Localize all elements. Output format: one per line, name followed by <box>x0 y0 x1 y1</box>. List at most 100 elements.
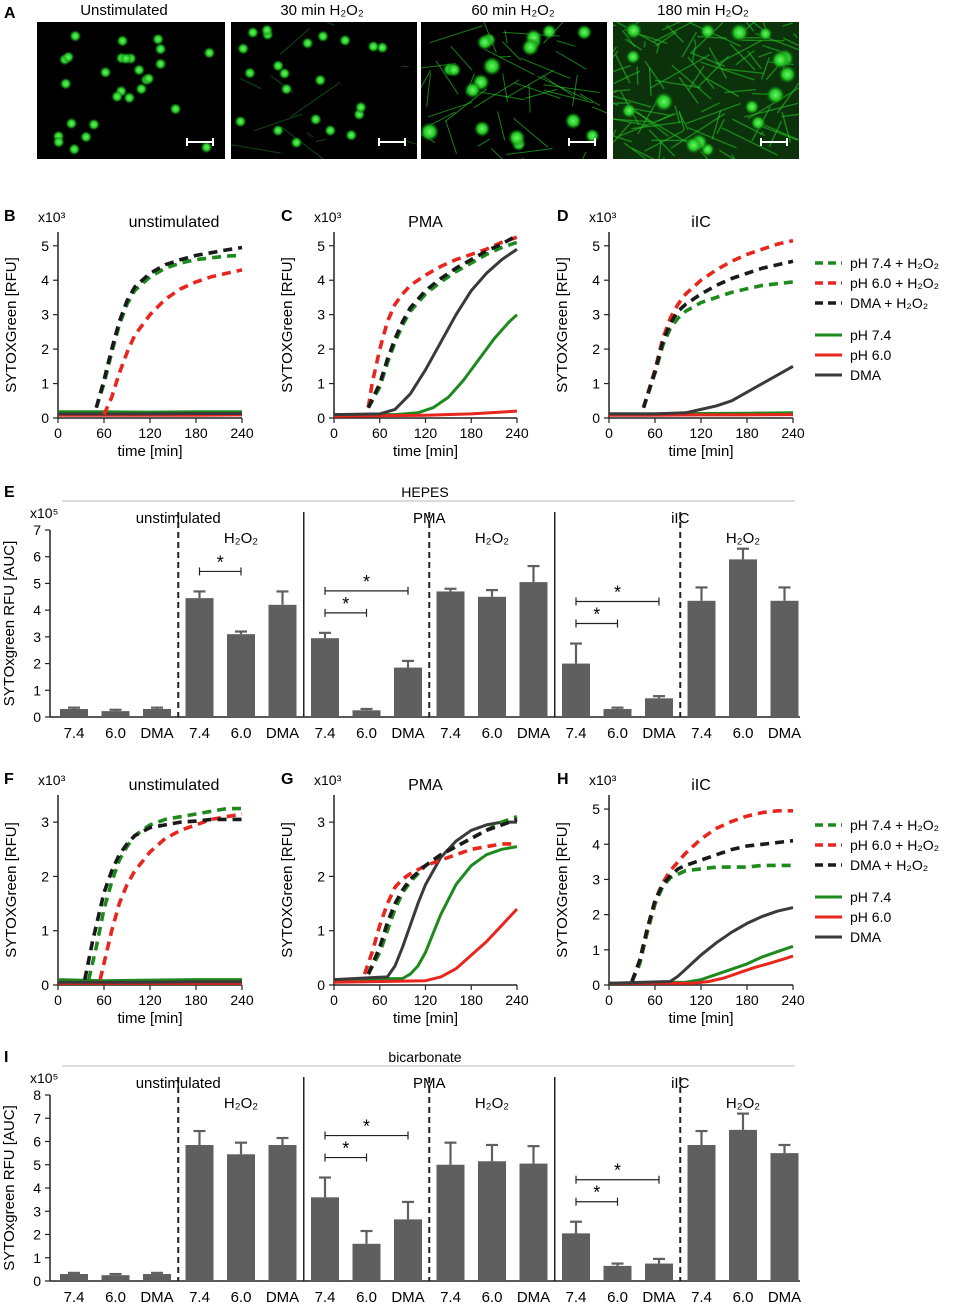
net-fiber <box>490 148 503 159</box>
bar <box>603 1265 632 1281</box>
net-fiber <box>613 64 632 73</box>
y-tick-label: 1 <box>41 376 49 392</box>
bar <box>436 1164 465 1281</box>
net-fiber <box>435 60 459 95</box>
net-fiber <box>783 37 799 47</box>
bar <box>185 1144 214 1281</box>
net-fiber <box>623 142 647 159</box>
net-fiber <box>556 40 576 47</box>
cell <box>521 38 540 57</box>
net-fiber <box>760 56 771 80</box>
legend-2: pH 7.4 + H₂O₂ pH 6.0 + H₂O₂ DMA + H₂O₂ pH 7… <box>815 817 939 945</box>
series-line-ph-6-0-h-o- <box>98 812 243 981</box>
net-fiber <box>720 67 765 75</box>
x-tick-label: 240 <box>230 992 254 1008</box>
net-fiber <box>691 46 696 63</box>
net-fiber <box>513 117 549 148</box>
net-fiber <box>687 56 715 90</box>
x-tick-label: 60 <box>372 425 388 441</box>
x-category-label: 6.0 <box>231 1289 252 1306</box>
y-tick-label: 1 <box>317 376 325 392</box>
x-category-label: 6.0 <box>607 725 628 742</box>
net-fiber <box>315 138 327 142</box>
panel-a: A Unstimulated 30 min H₂O₂ 60 min H₂O₂ 1… <box>4 2 799 159</box>
net-fiber <box>729 43 756 71</box>
cell <box>684 136 703 154</box>
y-tick-label: 3 <box>33 629 41 645</box>
net-fiber <box>484 49 535 76</box>
chart-title: iIC <box>691 777 711 794</box>
x-category-label: 7.4 <box>691 725 712 742</box>
net-fiber <box>479 91 525 101</box>
net-fiber <box>644 60 665 90</box>
y-tick-label: 3 <box>33 1203 41 1219</box>
y-tick-label: 2 <box>41 868 49 884</box>
y-tick-label: 2 <box>592 341 600 357</box>
cell <box>152 33 165 46</box>
y-tick-label: 4 <box>317 272 325 288</box>
bar <box>729 1129 757 1281</box>
x-category-label: DMA <box>140 1289 173 1306</box>
net-fiber <box>636 66 639 85</box>
cell <box>584 128 600 144</box>
panel-letter: B <box>4 208 16 225</box>
x-tick-label: 0 <box>330 425 338 441</box>
net-fiber <box>499 55 512 58</box>
cell <box>367 40 380 53</box>
panel-letter: C <box>281 208 293 225</box>
y-tick-label: 5 <box>592 238 600 254</box>
cell <box>316 30 329 43</box>
y-tick-label: 5 <box>317 238 325 254</box>
series-line-ph-7-4 <box>608 944 794 985</box>
series-line-ph-6-0-h-o- <box>641 238 794 409</box>
x-tick-label: 240 <box>505 425 529 441</box>
x-category-label: DMA <box>391 725 424 742</box>
net-fiber <box>758 51 773 58</box>
net-fiber <box>504 29 508 44</box>
net-fiber <box>524 88 558 99</box>
net-fiber <box>613 129 617 137</box>
y-tick-label: 0 <box>592 410 600 426</box>
net-fiber <box>658 140 662 159</box>
x-axis-label: time [min] <box>117 443 182 460</box>
chart-title: iIC <box>691 214 711 231</box>
x-tick-label: 120 <box>138 425 162 441</box>
x-tick-label: 180 <box>184 425 208 441</box>
series-line-dma <box>333 247 518 417</box>
cell <box>154 57 167 70</box>
cell <box>421 121 440 142</box>
net-fiber <box>663 157 665 159</box>
cell <box>260 24 273 37</box>
cell <box>123 91 136 104</box>
y-axis-label: SYTOxgreen RFU [AUC] <box>1 541 18 707</box>
net-fiber <box>782 22 793 27</box>
y-tick-label: 0 <box>41 977 49 993</box>
cell <box>169 102 182 115</box>
series-line-dma-h-o- <box>641 259 794 409</box>
cell <box>243 67 256 80</box>
y-exponent-label: x10³ <box>314 209 342 225</box>
series-line-ph-7-4 <box>333 845 518 982</box>
series-line-dma-h-o- <box>83 817 242 980</box>
legend-label: DMA <box>850 367 882 383</box>
net-fiber <box>613 118 651 123</box>
net-fiber <box>643 41 647 48</box>
bar <box>143 708 171 717</box>
bar <box>770 1153 799 1281</box>
net-fiber <box>699 150 709 159</box>
x-tick-label: 60 <box>647 992 663 1008</box>
net-fiber <box>445 121 457 154</box>
y-tick-label: 1 <box>41 923 49 939</box>
net-fiber <box>555 50 587 70</box>
bar <box>352 710 381 717</box>
x-tick-label: 180 <box>460 425 484 441</box>
y-tick-label: 1 <box>33 682 41 698</box>
x-tick-label: 0 <box>605 992 613 1008</box>
net-fiber <box>685 102 741 125</box>
y-exponent-label: x10³ <box>38 772 66 788</box>
net-fiber <box>582 151 587 159</box>
y-tick-label: 6 <box>33 1134 41 1150</box>
